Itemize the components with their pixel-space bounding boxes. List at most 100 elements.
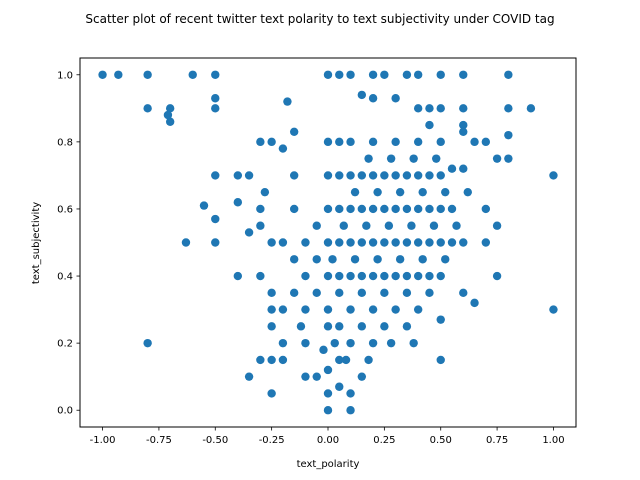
scatter-point: [301, 238, 310, 247]
scatter-point: [425, 271, 434, 281]
scatter-point: [549, 305, 558, 314]
y-tick-label: 0.0: [57, 406, 73, 417]
scatter-point: [301, 271, 310, 281]
x-tick-label: -0.50: [202, 435, 228, 446]
scatter-point: [301, 372, 310, 381]
scatter-point: [267, 238, 276, 247]
scatter-point: [380, 271, 389, 281]
scatter-point: [357, 90, 367, 100]
scatter-point: [289, 127, 299, 136]
scatter-point: [470, 298, 479, 308]
scatter-point: [413, 238, 423, 247]
scatter-point: [335, 355, 344, 365]
scatter-point: [436, 171, 445, 180]
scatter-point: [143, 70, 152, 79]
scatter-point: [492, 271, 502, 281]
scatter-point: [459, 127, 468, 136]
scatter-point: [407, 221, 416, 230]
scatter-point: [267, 305, 276, 314]
scatter-point: [289, 171, 299, 180]
scatter-point: [335, 382, 344, 391]
scatter-point: [364, 154, 373, 163]
scatter-point: [330, 338, 339, 348]
scatter-point: [323, 238, 333, 247]
scatter-point: [357, 288, 367, 298]
scatter-point: [425, 204, 434, 214]
scatter-point: [470, 137, 479, 147]
scatter-point: [492, 154, 502, 163]
scatter-point: [436, 315, 445, 324]
scatter-point: [335, 322, 344, 331]
scatter-point: [278, 305, 288, 314]
scatter-point: [165, 104, 175, 113]
scatter-point: [425, 238, 434, 247]
scatter-point: [350, 187, 360, 197]
scatter-point: [335, 204, 344, 214]
scatter-point: [459, 164, 468, 173]
x-tick-label: -1.00: [90, 435, 116, 446]
chart-title: Scatter plot of recent twitter text pola…: [85, 12, 554, 26]
scatter-point: [211, 94, 220, 103]
scatter-point: [402, 238, 412, 247]
scatter-point: [323, 365, 333, 375]
scatter-point: [436, 137, 445, 147]
y-tick-label: 0.4: [57, 272, 73, 283]
scatter-point: [346, 389, 355, 398]
scatter-point: [323, 70, 333, 79]
scatter-point: [481, 204, 491, 214]
scatter-point: [373, 187, 382, 197]
scatter-point: [459, 120, 468, 130]
scatter-point: [346, 305, 355, 314]
scatter-point: [447, 204, 457, 214]
scatter-point: [391, 271, 400, 281]
scatter-point: [364, 355, 373, 365]
scatter-point: [346, 238, 355, 247]
scatter-point: [384, 221, 394, 230]
scatter-point: [289, 255, 299, 264]
scatter-point: [267, 389, 276, 398]
scatter-point: [413, 305, 423, 314]
scatter-point: [267, 322, 276, 331]
scatter-point: [447, 238, 457, 247]
scatter-point: [357, 238, 367, 247]
scatter-point: [368, 137, 378, 147]
scatter-point: [402, 171, 412, 180]
scatter-point: [319, 345, 328, 355]
scatter-point: [289, 204, 299, 214]
scatter-point: [301, 338, 310, 348]
scatter-point: [256, 271, 265, 281]
scatter-point: [357, 204, 367, 214]
scatter-point: [402, 322, 412, 331]
scatter-point: [380, 171, 389, 180]
scatter-point: [267, 355, 276, 365]
scatter-point: [211, 70, 220, 79]
scatter-point: [380, 204, 389, 214]
scatter-point: [278, 338, 288, 348]
scatter-point: [346, 70, 355, 79]
x-tick-label: -0.75: [146, 435, 172, 446]
scatter-point: [278, 355, 288, 365]
scatter-point: [260, 187, 270, 197]
scatter-point: [346, 204, 355, 214]
x-tick-label: 1.00: [542, 435, 564, 446]
scatter-point: [233, 171, 243, 180]
scatter-point: [211, 104, 220, 113]
scatter-point: [211, 238, 220, 247]
scatter-point: [211, 214, 220, 224]
scatter-point: [256, 204, 265, 214]
scatter-point: [504, 70, 513, 79]
scatter-point: [402, 271, 412, 281]
scatter-point: [386, 338, 396, 348]
scatter-point: [362, 221, 371, 230]
scatter-point: [335, 238, 344, 247]
scatter-point: [413, 204, 423, 214]
scatter-point: [418, 187, 427, 197]
scatter-point: [413, 271, 423, 281]
scatter-point: [413, 137, 423, 147]
scatter-point: [335, 271, 344, 281]
scatter-point: [386, 154, 396, 163]
scatter-point: [436, 204, 445, 214]
scatter-point: [459, 238, 468, 247]
scatter-point: [459, 104, 468, 113]
